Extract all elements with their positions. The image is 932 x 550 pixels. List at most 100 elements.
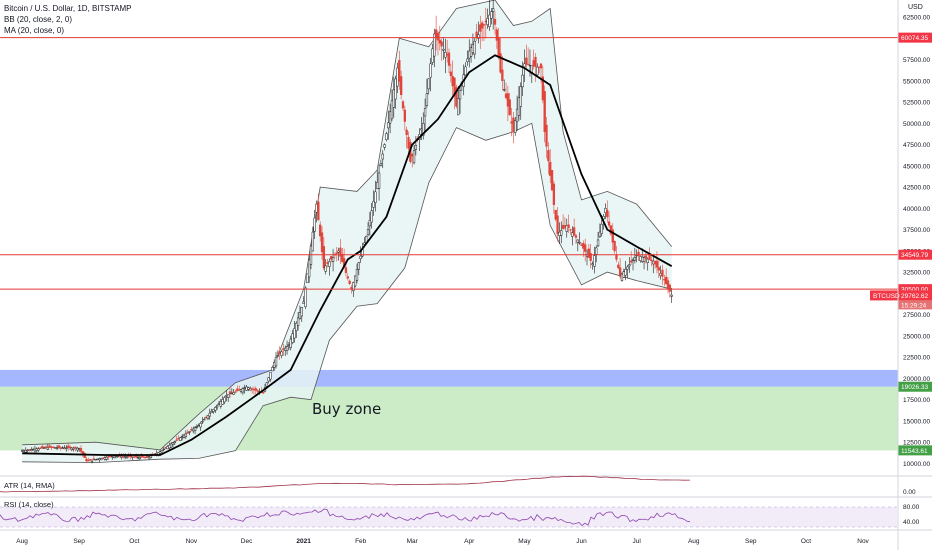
candle-body — [457, 98, 460, 116]
candle-body — [512, 117, 515, 133]
candle-body — [639, 256, 642, 262]
candle-body — [169, 443, 173, 448]
candle-body — [398, 60, 401, 82]
candle-body — [238, 389, 241, 391]
candle-body — [87, 460, 90, 462]
bb-indicator-label[interactable]: BB (20, close, 2, 0) — [4, 15, 73, 24]
candle-body — [166, 446, 169, 450]
candle-body — [506, 93, 510, 107]
candle-body — [214, 407, 217, 411]
candle-body — [539, 63, 543, 69]
price-label-2: 30500.00 — [901, 287, 928, 294]
candle-body — [549, 161, 552, 176]
candle-body — [324, 265, 327, 272]
candle-body — [133, 456, 136, 458]
candle-body — [499, 53, 502, 73]
x-tick-label: Jul — [633, 538, 642, 545]
candle-body — [484, 20, 487, 23]
candle-body — [252, 388, 256, 391]
candle-body — [442, 48, 445, 51]
candle-body — [265, 382, 268, 387]
candle-body — [510, 121, 513, 124]
candle-body — [385, 133, 388, 140]
candle-body — [659, 273, 662, 276]
ma-indicator-label[interactable]: MA (20, close, 0) — [4, 26, 65, 35]
candle-body — [96, 458, 99, 460]
x-tick-label: Jun — [576, 538, 587, 545]
candle-body — [381, 153, 384, 160]
candle-body — [444, 51, 447, 58]
candle-body — [65, 447, 68, 449]
y-tick-label: 17500.00 — [903, 397, 930, 404]
candle-body — [160, 450, 164, 453]
candle-body — [43, 447, 46, 449]
y-tick-label: 25000.00 — [903, 333, 930, 340]
candle-body — [468, 50, 471, 59]
candle-body — [72, 447, 75, 450]
candle-body — [584, 244, 587, 252]
candle-body — [59, 447, 62, 449]
candle-body — [528, 64, 532, 67]
buy-zone-label: Buy zone — [312, 400, 382, 418]
y-tick-label: 20000.00 — [903, 376, 930, 383]
x-tick-label: Aug — [16, 538, 28, 545]
candle-body — [114, 455, 118, 457]
x-tick-label: Dec — [241, 538, 253, 545]
price-label-5: 11543.61 — [901, 448, 928, 455]
candle-body — [582, 242, 585, 249]
candle-body — [453, 77, 456, 97]
candle-body — [637, 251, 640, 257]
candle-body — [85, 458, 88, 462]
candle-body — [423, 108, 427, 117]
atr-pane-label[interactable]: ATR (14, RMA) — [4, 481, 55, 490]
candle-body — [111, 455, 114, 458]
candle-body — [149, 455, 153, 458]
candle-body — [287, 344, 291, 346]
candle-body — [492, 8, 495, 12]
candle-body — [273, 362, 276, 368]
symbol-title: Bitcoin / U.S. Dollar, 1D, BITSTAMP — [4, 4, 132, 13]
bollinger-band-fill — [22, 0, 672, 463]
candle-body — [578, 242, 581, 244]
candle-body — [514, 120, 517, 133]
candle-body — [596, 239, 600, 247]
candle-body — [271, 367, 274, 372]
candle-body — [628, 264, 631, 267]
candle-body — [622, 271, 625, 278]
candle-body — [162, 448, 165, 451]
candle-body — [144, 457, 147, 459]
candle-body — [168, 444, 171, 449]
price-label-bg-4 — [898, 381, 932, 392]
candle-body — [94, 458, 97, 461]
candle-body — [475, 31, 478, 39]
candle-body — [282, 348, 285, 351]
candle-body — [464, 66, 467, 76]
candle-body — [515, 108, 519, 123]
candle-body — [319, 224, 322, 237]
y-tick-label: 62500.00 — [903, 15, 930, 22]
candle-body — [44, 446, 48, 448]
candle-body — [449, 71, 452, 76]
candle-body — [100, 457, 103, 461]
candle-body — [267, 377, 270, 382]
candle-body — [359, 255, 362, 260]
candle-body — [635, 254, 638, 257]
candle-body — [89, 459, 92, 461]
candle-body — [335, 252, 338, 254]
candle-body — [563, 225, 567, 228]
candle-body — [664, 276, 668, 285]
candle-body — [374, 191, 377, 203]
candle-body — [103, 457, 107, 460]
rsi-pane-label[interactable]: RSI (14, close) — [4, 500, 54, 509]
candle-body — [446, 53, 449, 56]
candle-body — [458, 90, 462, 100]
x-tick-label: Sep — [73, 538, 85, 545]
candle-body — [306, 273, 309, 283]
candle-body — [293, 328, 296, 339]
candle-body — [24, 450, 27, 453]
y-tick-label: 50000.00 — [903, 121, 930, 128]
candle-body — [26, 449, 29, 452]
candle-body — [504, 93, 508, 99]
